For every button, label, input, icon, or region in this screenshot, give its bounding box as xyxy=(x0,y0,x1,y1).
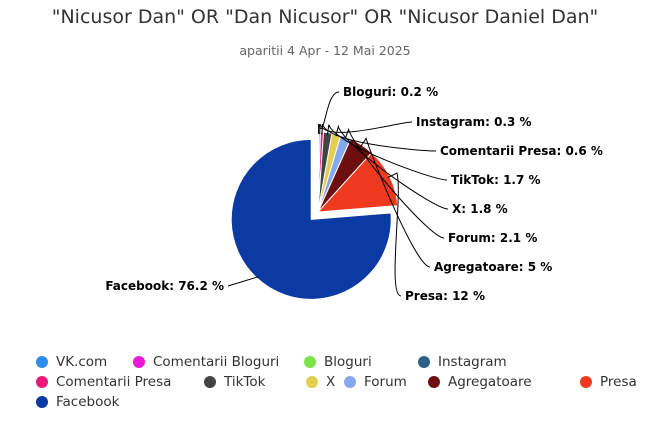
legend-item-comentarii-presa[interactable]: Comentarii Presa xyxy=(36,374,171,390)
data-labels: Bloguri: 0.2 % Instagram: 0.3 % Comentarii… xyxy=(105,85,603,303)
legend-label: Comentarii Presa xyxy=(56,374,172,390)
connector-x xyxy=(335,124,449,210)
connector-facebook xyxy=(227,276,259,287)
legend-row: Comentarii Presa TikTok X Forum Agregatoare P… xyxy=(36,372,637,392)
legend-item-x[interactable]: X xyxy=(306,374,335,390)
legend-item-facebook[interactable]: Facebook xyxy=(36,394,119,410)
legend-row: VK.com Comentarii Bloguri Bloguri Instagram xyxy=(36,352,636,372)
data-label-presa: Presa: 12 % xyxy=(405,289,485,303)
legend-marker xyxy=(133,356,145,368)
connector-presa xyxy=(387,172,402,297)
slice-facebook[interactable] xyxy=(230,138,392,300)
legend-marker xyxy=(344,376,356,388)
legend-item-tiktok[interactable]: TikTok xyxy=(204,374,265,390)
chart-title: "Nicusor Dan" OR "Dan Nicusor" OR "Nicus… xyxy=(51,6,599,28)
legend-item-bloguri[interactable]: Bloguri xyxy=(304,354,372,370)
pie-slices xyxy=(230,131,399,300)
data-label-tiktok: TikTok: 1.7 % xyxy=(451,173,541,187)
legend-label: Instagram xyxy=(438,354,507,370)
legend-label: Forum xyxy=(364,374,407,390)
legend-marker xyxy=(36,376,48,388)
data-label-x: X: 1.8 % xyxy=(452,202,508,216)
legend-marker xyxy=(580,376,592,388)
connector-forum xyxy=(344,127,445,239)
data-label-facebook: Facebook: 76.2 % xyxy=(105,279,224,293)
legend-label: X xyxy=(326,374,336,390)
legend-item-vk-com[interactable]: VK.com xyxy=(36,354,107,370)
connector-bloguri xyxy=(318,91,340,135)
legend-label: TikTok xyxy=(224,374,266,390)
legend-marker xyxy=(36,396,48,408)
legend: VK.com Comentarii Bloguri Bloguri Instagram… xyxy=(36,352,637,412)
legend-marker xyxy=(306,376,318,388)
data-label-bloguri: Bloguri: 0.2 % xyxy=(343,85,438,99)
legend-label: Agregatoare xyxy=(448,374,532,390)
legend-marker xyxy=(36,356,48,368)
connector-tiktok xyxy=(327,124,448,181)
legend-item-presa[interactable]: Presa xyxy=(580,374,637,390)
legend-label: Facebook xyxy=(56,394,120,410)
legend-row: Facebook xyxy=(36,392,636,412)
connector-instagram xyxy=(319,121,413,135)
legend-marker xyxy=(304,356,316,368)
data-label-comentarii-presa: Comentarii Presa: 0.6 % xyxy=(440,144,603,158)
legend-item-agregatoare[interactable]: Agregatoare xyxy=(428,374,532,390)
legend-label: Presa xyxy=(600,374,637,390)
data-label-forum: Forum: 2.1 % xyxy=(448,231,537,245)
legend-marker xyxy=(428,376,440,388)
legend-item-forum[interactable]: Forum xyxy=(344,374,407,390)
legend-label: Bloguri xyxy=(324,354,372,370)
connector-agregatoare xyxy=(360,137,431,268)
legend-label: VK.com xyxy=(56,354,108,370)
legend-item-instagram[interactable]: Instagram xyxy=(418,354,507,370)
legend-label: Comentarii Bloguri xyxy=(153,354,280,370)
label-connectors xyxy=(227,91,449,297)
chart-subtitle: aparitii 4 Apr - 12 Mai 2025 xyxy=(239,43,411,58)
data-label-instagram: Instagram: 0.3 % xyxy=(416,115,532,129)
legend-marker xyxy=(418,356,430,368)
legend-marker xyxy=(204,376,216,388)
data-label-agregatoare: Agregatoare: 5 % xyxy=(434,260,552,274)
connector-comentarii-presa xyxy=(321,123,437,152)
legend-item-comentarii-bloguri[interactable]: Comentarii Bloguri xyxy=(133,354,279,370)
